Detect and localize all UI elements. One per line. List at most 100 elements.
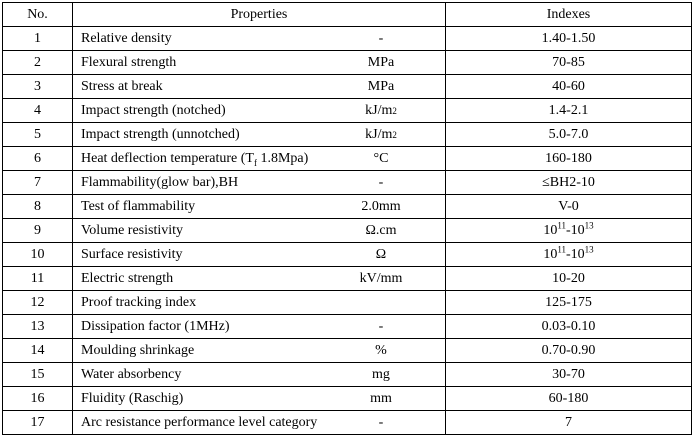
table-row: 11 Electric strength kV/mm 10-20 — [2, 266, 692, 291]
table-row: 9 Volume resistivity Ω.cm 1011-1013 — [2, 218, 692, 243]
property-text: Flexural strength — [81, 54, 177, 70]
table-row: 2 Flexural strength MPa 70-85 — [2, 50, 692, 75]
table-row: 14 Moulding shrinkage% 0.70-0.90 — [2, 338, 692, 363]
unit: - — [341, 411, 421, 434]
index-text: 125-175 — [545, 294, 592, 310]
table-row: 17 Arc resistance performance level categ… — [2, 410, 692, 435]
unit: °C — [341, 147, 421, 170]
row-number: 4 — [2, 98, 73, 123]
property-text: Volume resistivity — [81, 222, 184, 238]
property-cell: Heat deflection temperature (Tf 1.8Mpa) °… — [72, 146, 446, 171]
index-cell: 160-180 — [445, 146, 692, 171]
unit — [341, 291, 421, 314]
property-cell: Proof tracking index — [72, 290, 446, 315]
unit: Ω.cm — [341, 219, 421, 242]
property-text: Fluidity (Raschig) — [81, 390, 184, 406]
index-text: 11 — [557, 243, 566, 254]
property-text: Surface resistivity — [81, 246, 183, 262]
index-text: -10 — [566, 222, 585, 238]
property-cell: Fluidity (Raschig) mm — [72, 386, 446, 411]
index-text: 60-180 — [548, 390, 589, 406]
index-text: 10-20 — [552, 270, 585, 286]
row-number: 13 — [2, 314, 73, 339]
index-cell: 125-175 — [445, 290, 692, 315]
property-cell: Electric strength kV/mm — [72, 266, 446, 291]
table-row: 8 Test of flammability 2.0mm V-0 — [2, 194, 692, 219]
index-text: 13 — [584, 243, 594, 254]
unit-text: Ω — [375, 246, 387, 262]
unit: - — [341, 27, 421, 50]
table-body: 1 Relative density -1.40-1.50 2 Flexural str… — [2, 26, 692, 435]
property-name: Impact strength (unnotched) — [73, 127, 240, 142]
index-text: 1.40-1.50 — [541, 30, 596, 46]
property-cell: Volume resistivity Ω.cm — [72, 218, 446, 243]
property-text: Dissipation factor (1MHz) — [81, 318, 230, 334]
table-row: 3 Stress at break MPa 40-60 — [2, 74, 692, 99]
property-name: Surface resistivity — [73, 247, 182, 262]
header-cell: Properties — [72, 2, 446, 27]
property-cell: Test of flammability 2.0mm — [72, 194, 446, 219]
table-row: 1 Relative density - 1.40-1.50 — [2, 26, 692, 51]
row-number: 14 — [2, 338, 73, 363]
row-number: 9 — [2, 218, 73, 243]
unit: kV/mm — [341, 267, 421, 290]
row-number: 11 — [2, 266, 73, 291]
index-text: 7 — [565, 414, 572, 430]
property-name: Flexural strength — [73, 55, 176, 70]
index-cell: ≤BH2-10 — [445, 170, 692, 195]
unit: MPa — [341, 75, 421, 98]
index-cell: 0.70-0.90 — [445, 338, 692, 363]
index-cell: 1.4-2.1 — [445, 98, 692, 123]
table-row: 7 Flammability(glow bar),BH - ≤BH2-10 — [2, 170, 692, 195]
unit-text: - — [378, 414, 384, 430]
unit-text: kJ/m — [365, 126, 393, 142]
table-row: 12 Proof tracking index 125-175 — [2, 290, 692, 315]
property-text: Water absorbency — [81, 366, 182, 382]
index-cell: 1011-1013 — [445, 218, 692, 243]
index-cell: 30-70 — [445, 362, 692, 387]
row-number: 17 — [2, 410, 73, 435]
row-number: 5 — [2, 122, 73, 147]
property-name: Relative density — [73, 31, 172, 46]
property-cell: Arc resistance performance level categor… — [72, 410, 446, 435]
property-name: Electric strength — [73, 271, 173, 286]
unit-text: °C — [373, 150, 389, 166]
property-name: Stress at break — [73, 79, 163, 94]
property-name: Flammability(glow bar),BH — [73, 175, 238, 190]
unit-text: mm — [370, 390, 392, 406]
unit-text: mg — [372, 366, 390, 382]
row-number: 7 — [2, 170, 73, 195]
index-text: 40-60 — [552, 78, 585, 94]
property-name: Volume resistivity — [73, 223, 183, 238]
property-cell: Flexural strength MPa — [72, 50, 446, 75]
unit: MPa — [341, 51, 421, 74]
header-cell: Indexes — [445, 2, 692, 27]
index-text: ≤BH2-10 — [542, 174, 595, 190]
unit: 2.0mm — [341, 195, 421, 218]
header-cell: No. — [2, 2, 73, 27]
property-text: Impact strength (notched) — [81, 102, 226, 118]
property-text: Impact strength (unnotched) — [81, 126, 240, 142]
index-text: 70-85 — [552, 54, 585, 70]
index-text: 10 — [543, 222, 558, 238]
property-name: Arc resistance performance level categor… — [73, 415, 317, 430]
property-name: Proof tracking index — [73, 295, 196, 310]
unit-text: - — [378, 318, 384, 334]
property-name: Impact strength (notched) — [73, 103, 226, 118]
unit: mm — [341, 387, 421, 410]
unit: Ω — [341, 243, 421, 266]
row-number: 2 — [2, 50, 73, 75]
property-cell: Impact strength (unnotched) kJ/m 2 — [72, 122, 446, 147]
table-row: 15 Water absorbency mg 30-70 — [2, 362, 692, 387]
index-text: 0.70-0.90 — [541, 342, 596, 358]
unit-text: kJ/m — [365, 102, 393, 118]
property-name: Fluidity (Raschig) — [73, 391, 183, 406]
index-text: 13 — [584, 219, 594, 230]
unit-text: % — [375, 342, 387, 358]
property-cell: Stress at break MPa — [72, 74, 446, 99]
property-text: f — [253, 157, 257, 168]
property-text: Arc resistance performance level categor… — [81, 414, 318, 430]
index-text: 11 — [557, 219, 566, 230]
table-row: 4 Impact strength (notched) kJ/m 2 1.4-2.1 — [2, 98, 692, 123]
